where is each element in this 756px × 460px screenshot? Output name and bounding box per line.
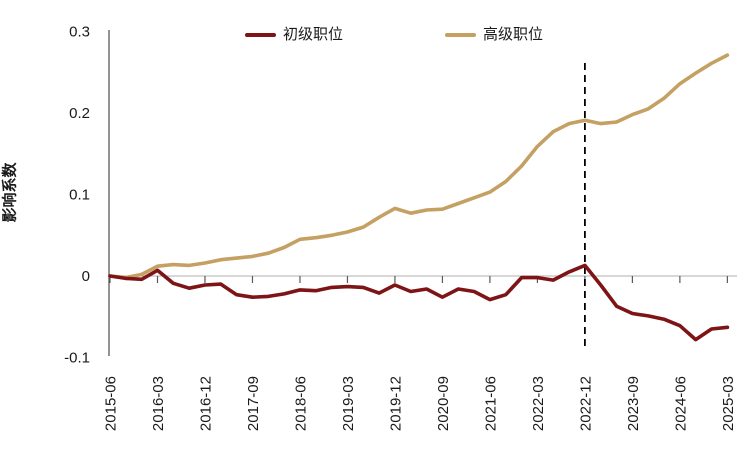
x-tick-label: 2017-09 (245, 376, 262, 431)
x-tick-label: 2019-12 (387, 376, 404, 431)
x-tick-label: 2016-03 (150, 376, 167, 431)
series-line-高级职位 (108, 53, 730, 280)
x-tick-label: 2021-06 (482, 376, 499, 431)
legend-label-junior: 初级职位 (283, 26, 344, 43)
x-tick-label: 2020-09 (435, 376, 452, 431)
x-tick-label: 2019-03 (340, 376, 357, 431)
legend-label-senior: 高级职位 (483, 26, 544, 43)
x-tick-label: 2016-12 (197, 376, 214, 431)
x-tick-label: 2015-06 (103, 376, 120, 431)
y-tick-label: -0.1 (64, 350, 90, 367)
junior-line-swatch (245, 33, 276, 37)
x-tick-label: 2022-03 (530, 376, 547, 431)
series-line-初级职位 (108, 263, 730, 342)
legend-item-junior: 初级职位 (245, 26, 343, 44)
legend-item-senior: 高级职位 (445, 26, 543, 44)
x-tick-label: 2023-09 (625, 376, 642, 431)
y-tick-label: 0.1 (69, 187, 90, 204)
x-tick-label: 2018-06 (292, 376, 309, 431)
y-tick-label: 0 (82, 268, 90, 285)
x-tick-label: 2025-03 (720, 376, 737, 431)
x-tick-label: 2022-12 (577, 376, 594, 431)
x-tick-label: 2024-06 (672, 376, 689, 431)
y-axis-title: 影响系数 (1, 162, 19, 223)
legend: 初级职位 高级职位 (0, 26, 756, 46)
y-tick-label: 0.2 (69, 105, 90, 122)
y-tick-label: 0.3 (69, 24, 90, 41)
senior-line-swatch (445, 33, 476, 37)
